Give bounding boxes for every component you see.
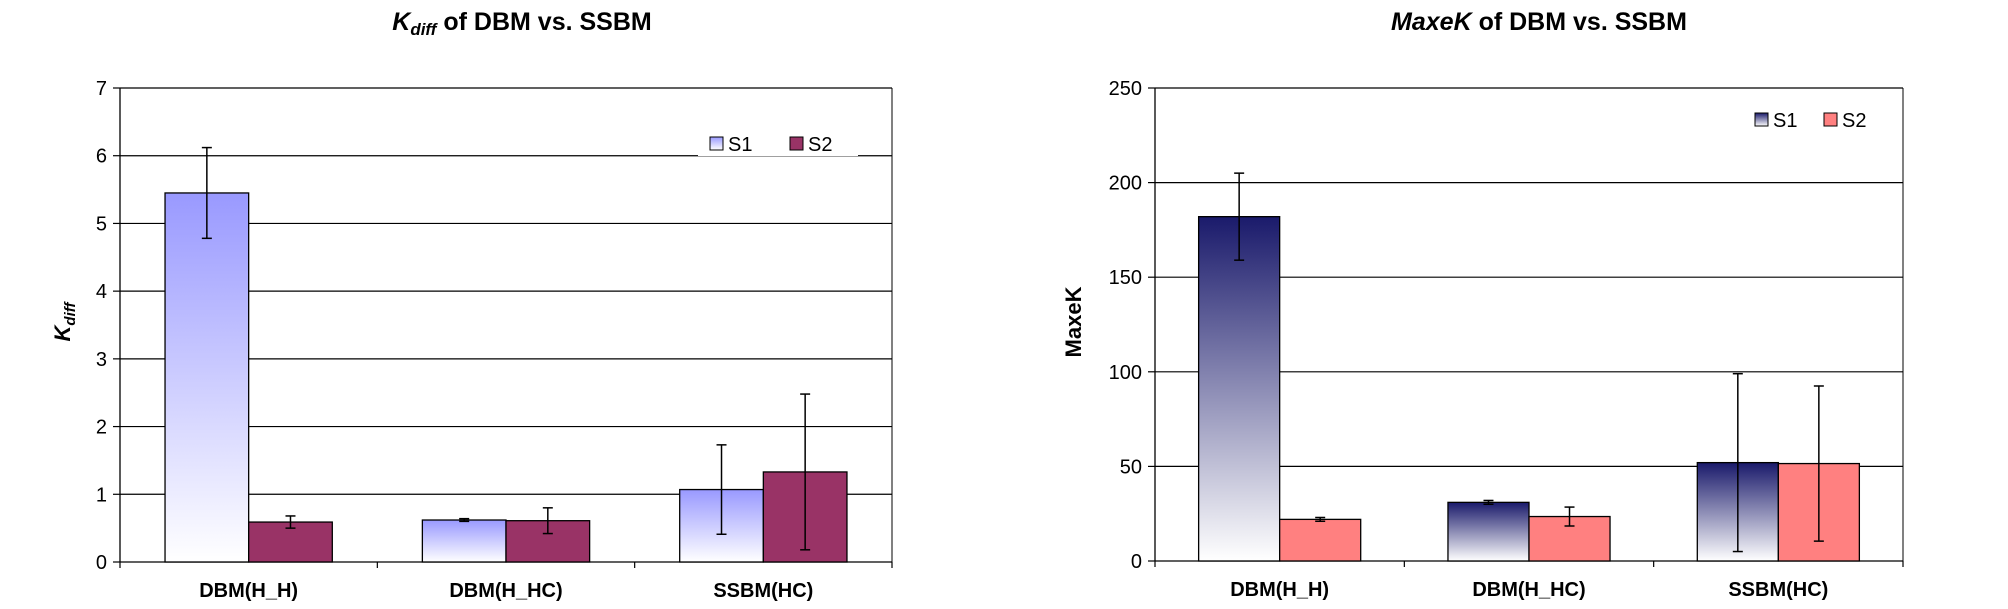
bar-s1 [421, 519, 507, 563]
y-axis-label-text: MaxeK [1061, 286, 1086, 357]
y-tick-label: 3 [96, 349, 107, 371]
legend-swatch-s1 [709, 136, 724, 151]
y-tick-label: 200 [1109, 173, 1142, 195]
legend-label-s2: S2 [808, 134, 832, 156]
y-tick-label: 6 [96, 146, 107, 168]
chart-title-main: MaxeK [1391, 8, 1474, 36]
bar-s1 [1197, 216, 1281, 562]
legend: S1 S2 [1743, 108, 1881, 132]
y-tick-label: 0 [1131, 551, 1142, 573]
y-axis-label: Kdiff [50, 301, 79, 342]
x-tick-label: SSBM(HC) [713, 580, 813, 602]
chart-1: Kdiff of DBM vs. SSBMKdiff01234567DBM(H_… [50, 8, 893, 602]
y-tick-label: 150 [1109, 267, 1142, 289]
legend: S1 S2 [698, 132, 858, 156]
y-tick-label: 5 [96, 213, 107, 235]
y-tick-label: 4 [96, 281, 107, 303]
x-tick-label: DBM(H_HC) [449, 580, 562, 602]
legend-swatch-s1 [1754, 112, 1769, 127]
legend-swatch-s2 [789, 136, 804, 151]
y-tick-label: 100 [1109, 362, 1142, 384]
x-tick-label: DBM(H_HC) [1472, 579, 1585, 601]
chart-title: Kdiff of DBM vs. SSBM [392, 8, 651, 39]
y-tick-label: 2 [96, 417, 107, 439]
y-axis-label-sub: diff [62, 301, 79, 326]
y-tick-label: 250 [1109, 78, 1142, 100]
chart-title-rest: of DBM vs. SSBM [1472, 8, 1687, 36]
y-axis-label-main: K [50, 323, 75, 341]
x-tick-label: DBM(H_H) [199, 580, 298, 602]
chart-title: MaxeK of DBM vs. SSBM [1391, 8, 1687, 36]
y-tick-label: 50 [1120, 456, 1142, 478]
bar-s1 [1447, 501, 1530, 562]
chart-2: MaxeK of DBM vs. SSBMMaxeK05010015020025… [1061, 8, 1904, 601]
chart-title-rest: of DBM vs. SSBM [436, 8, 651, 36]
chart-title-main: K [392, 8, 412, 36]
y-axis-label: MaxeK [1061, 286, 1086, 357]
y-tick-label: 7 [96, 78, 107, 100]
bar-s2 [1279, 518, 1362, 562]
y-tick-label: 0 [96, 552, 107, 574]
legend-label-s1: S1 [728, 134, 752, 156]
legend-label-s2: S2 [1842, 110, 1866, 132]
chart-title-sub: diff [410, 20, 438, 39]
x-tick-label: DBM(H_H) [1230, 579, 1329, 601]
legend-box [698, 132, 858, 156]
y-tick-label: 1 [96, 484, 107, 506]
legend-swatch-s2 [1823, 112, 1838, 127]
x-tick-label: SSBM(HC) [1728, 579, 1828, 601]
bar-s1 [164, 192, 250, 563]
legend-label-s1: S1 [1773, 110, 1797, 132]
